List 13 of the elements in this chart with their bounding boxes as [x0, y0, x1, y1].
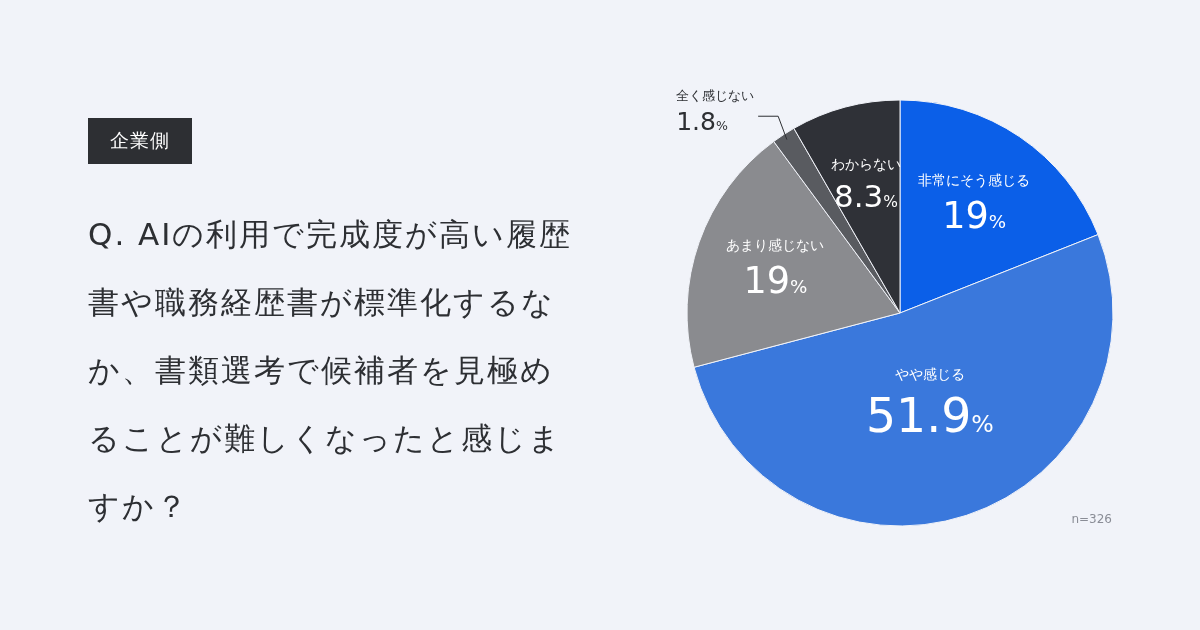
text: n=326	[1071, 512, 1112, 526]
data-label: 19%	[942, 193, 1007, 237]
slice-label: やや感じる	[893, 365, 966, 384]
data-label: 51.9%	[865, 387, 994, 443]
text: Q. AIの利用で完成度が高い履歴書や職務経歴書が標準化するなか、書類選考で候補者を見極めることが難しくなったと感じますか？	[88, 215, 574, 526]
slice-label: わからない	[830, 156, 901, 175]
data-label: 19%	[743, 258, 808, 302]
data-label: 1.8%	[676, 106, 728, 136]
slice-label: 全く感じない	[676, 86, 755, 105]
slice-label: 非常にそう感じる	[918, 171, 1031, 190]
text: 企業側	[88, 118, 192, 164]
slice-label: あまり感じない	[726, 236, 825, 255]
data-label: 8.3%	[834, 178, 898, 215]
